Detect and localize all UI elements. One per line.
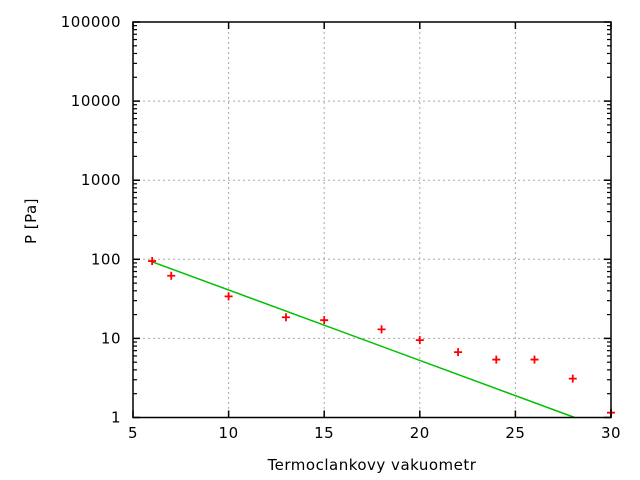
x-axis-label: Termoclankovy vakuometr — [267, 456, 477, 474]
data-point-marker — [320, 316, 329, 325]
data-point-marker — [224, 292, 233, 301]
grid-layer — [133, 22, 611, 418]
x-tick-label: 10 — [219, 424, 239, 442]
x-tick-label: 30 — [601, 424, 621, 442]
data-point-marker — [281, 313, 290, 322]
data-point-marker — [492, 355, 501, 364]
data-point-marker — [377, 325, 386, 334]
tick-label-layer: 5 10 15 20 25 30 1 10 100 1000 10000 100000 — [61, 13, 621, 442]
y-tick-label: 1 — [111, 409, 121, 427]
data-point-marker — [568, 374, 577, 383]
x-tick-label: 20 — [410, 424, 430, 442]
y-tick-label: 10000 — [71, 92, 121, 110]
series-layer — [148, 257, 615, 419]
tick-layer — [132, 21, 612, 419]
x-tick-label: 5 — [128, 424, 138, 442]
y-tick-label: 1000 — [81, 171, 121, 189]
y-tick-label: 100000 — [61, 13, 121, 31]
data-point-marker — [530, 355, 539, 364]
data-point-marker — [415, 336, 424, 345]
x-tick-label: 15 — [314, 424, 334, 442]
data-point-marker — [148, 257, 157, 266]
y-axis-label: P [Pa] — [22, 198, 40, 244]
y-tick-label: 10 — [101, 329, 121, 347]
x-tick-label: 25 — [505, 424, 525, 442]
fit-line — [151, 261, 575, 419]
data-point-marker — [167, 271, 176, 280]
y-tick-label: 100 — [91, 250, 121, 268]
data-point-marker — [454, 348, 463, 357]
plot-border — [132, 21, 612, 419]
